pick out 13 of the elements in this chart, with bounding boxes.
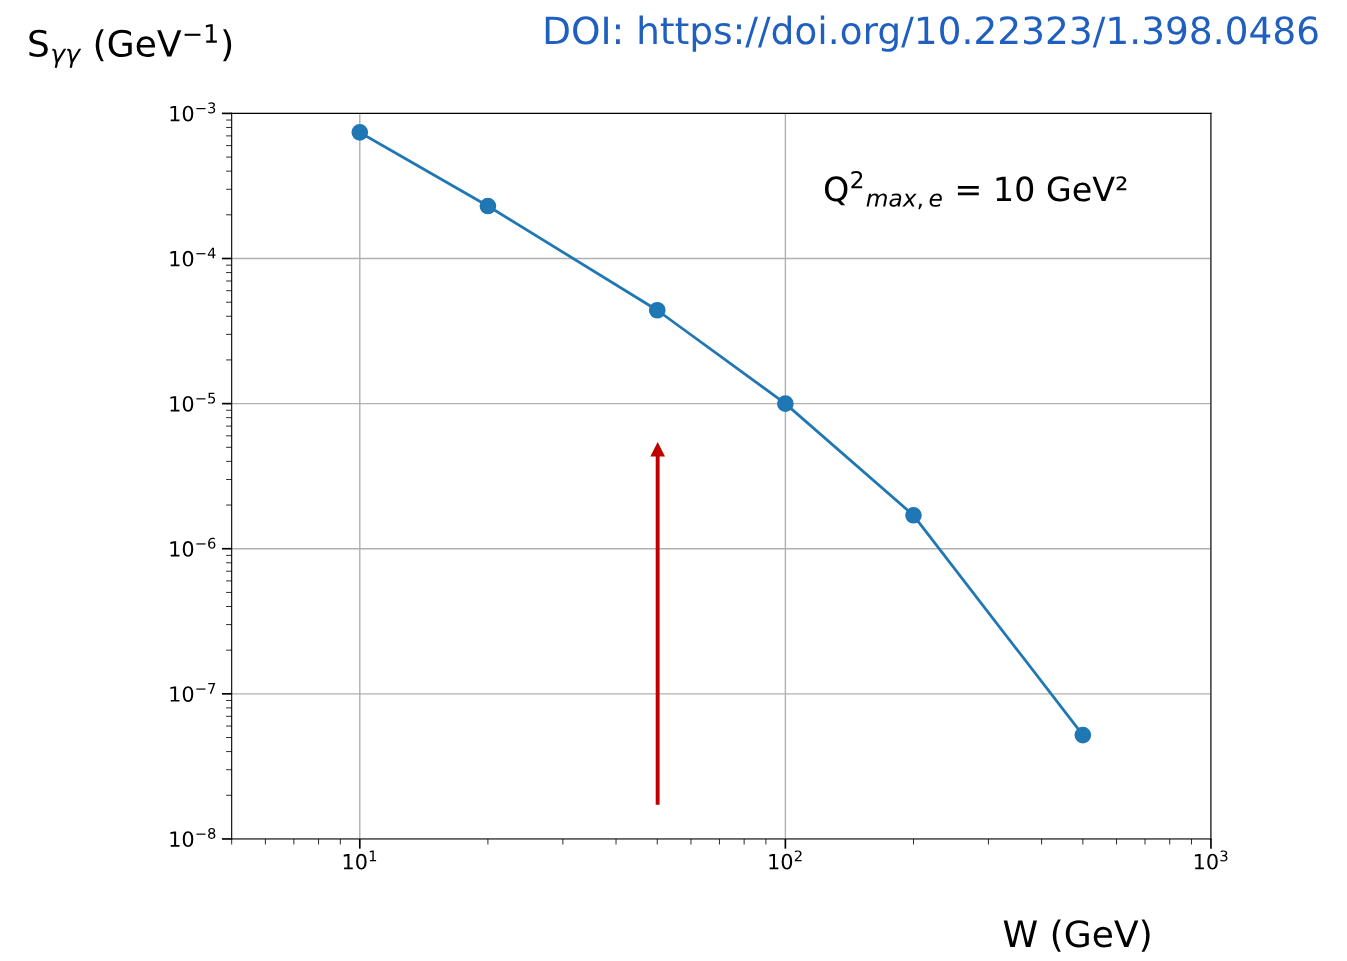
x-tick-label: 10$^{1}$	[343, 850, 377, 870]
y-axis-title: S$_{γγ}$ (GeV$^{−1}$)	[29, 24, 232, 68]
x-tick-label: 10$^{3}$	[1194, 850, 1228, 870]
y-tick-label: 10$^{−5}$	[170, 392, 216, 412]
y-tick-label: 10$^{−3}$	[170, 102, 216, 122]
chart-title: DOI: https://doi.org/10.22323/1.398.0486	[545, 15, 1318, 52]
x-axis-title: W (GeV)	[1003, 919, 1150, 952]
y-tick-label: 10$^{−4}$	[170, 247, 216, 267]
y-tick-label: 10$^{−7}$	[170, 683, 216, 702]
y-tick-label: 10$^{−6}$	[170, 537, 216, 557]
y-tick-label: 10$^{−8}$	[170, 827, 216, 847]
x-tick-label: 10$^{2}$	[769, 850, 802, 870]
annotation: Q$^{2}$$_{max,e}$ = 10 GeV²	[824, 170, 1127, 210]
